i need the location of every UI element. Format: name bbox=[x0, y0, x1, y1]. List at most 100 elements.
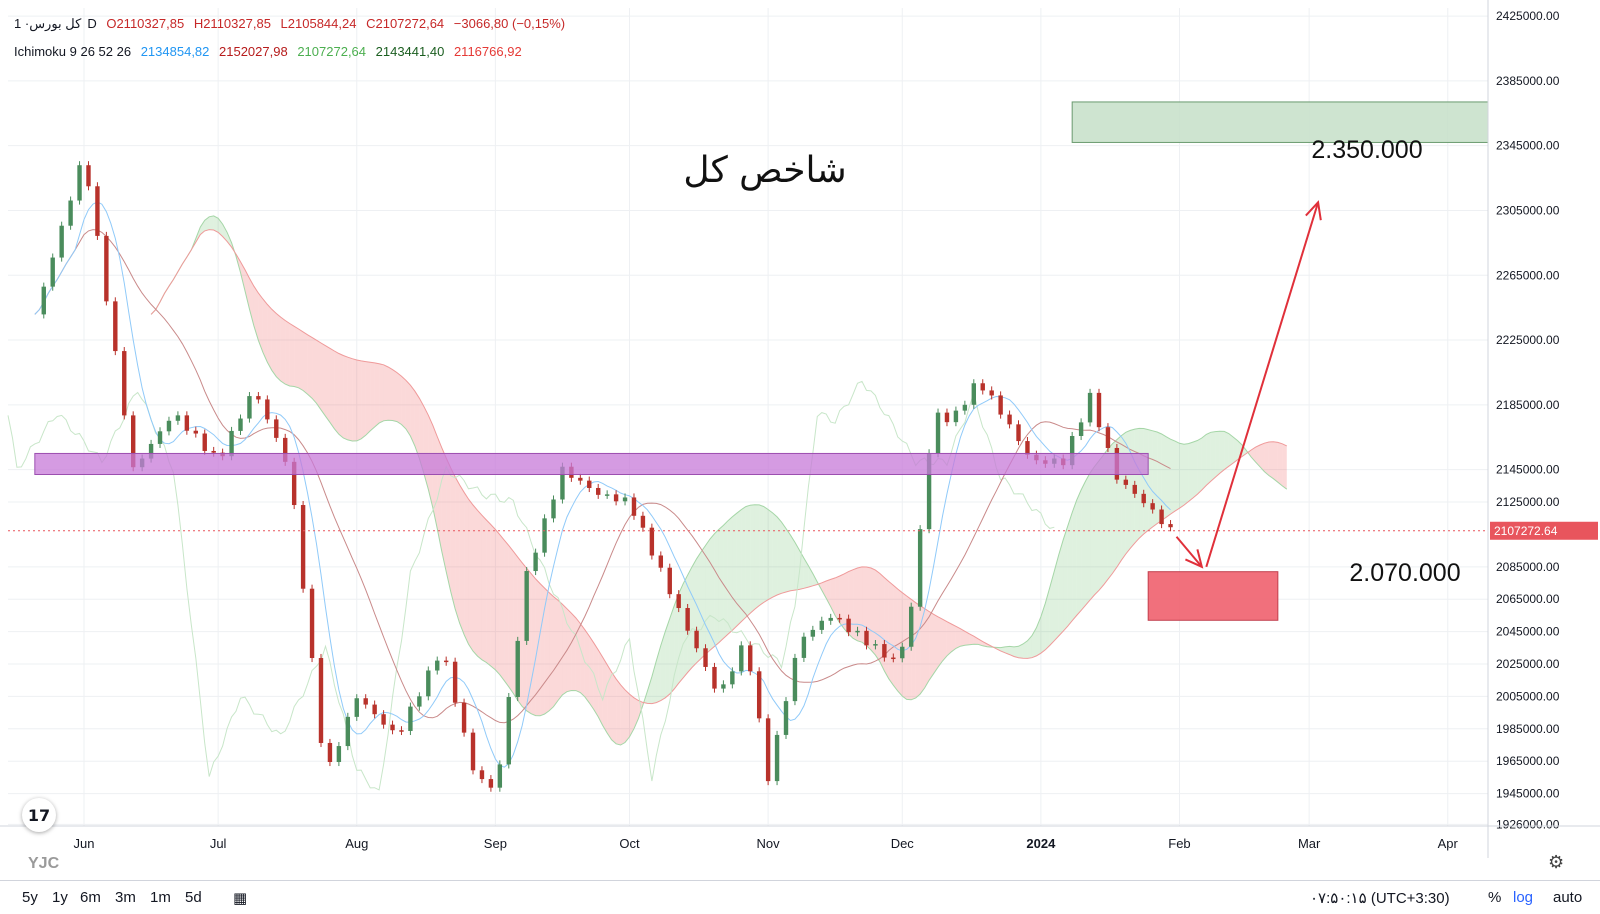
candle-body bbox=[613, 494, 619, 502]
candle-body bbox=[435, 660, 440, 671]
candle-body bbox=[408, 706, 413, 731]
symbol-name[interactable]: کل بورس bbox=[29, 16, 82, 31]
cloud-segment bbox=[692, 558, 697, 668]
candle-body bbox=[1016, 424, 1021, 442]
candle-body bbox=[748, 645, 753, 672]
cloud-segment bbox=[1045, 587, 1050, 650]
cloud-segment bbox=[884, 577, 889, 679]
range-6m[interactable]: 6m bbox=[80, 889, 101, 906]
target-label: 2.350.000 bbox=[1311, 136, 1422, 164]
time-tick-label: Feb bbox=[1168, 836, 1190, 851]
cloud-segment bbox=[951, 624, 956, 652]
auto-toggle[interactable]: auto bbox=[1553, 889, 1583, 906]
cloud-segment bbox=[343, 355, 348, 440]
cloud-segment bbox=[1215, 431, 1220, 478]
candle-body bbox=[846, 618, 851, 633]
candle-body bbox=[417, 696, 422, 707]
range-3m[interactable]: 3m bbox=[115, 889, 136, 906]
resistance-band bbox=[34, 452, 1149, 476]
chart-area[interactable]: 2425000.00 2385000.00 2345000.00 2305000.00… bbox=[0, 0, 1600, 880]
cloud-segment bbox=[625, 689, 630, 743]
log-toggle[interactable]: log bbox=[1513, 889, 1534, 906]
cloud-segment bbox=[777, 516, 782, 595]
price-tick-label: 1965000.00 bbox=[1496, 754, 1560, 768]
candle-body bbox=[900, 646, 905, 659]
calendar-icon[interactable]: ▦ bbox=[233, 889, 248, 907]
candle-body bbox=[157, 431, 163, 444]
range-1m[interactable]: 1m bbox=[150, 889, 171, 906]
time-tick-label: Aug bbox=[345, 836, 368, 851]
candle-body bbox=[935, 412, 941, 454]
candle-body bbox=[739, 645, 744, 672]
time-tick-label: 2024 bbox=[1026, 836, 1056, 851]
gear-icon[interactable]: ⚙ bbox=[1548, 852, 1565, 873]
cloud-segment bbox=[258, 293, 263, 353]
yjc-watermark: YJC bbox=[28, 855, 60, 872]
indicator-legend[interactable]: Ichimoku 9 26 52 26 2134854,82 2152027,9… bbox=[14, 44, 528, 59]
candle-body bbox=[41, 286, 46, 315]
cloud-segment bbox=[401, 376, 406, 429]
candle-body bbox=[461, 702, 467, 733]
cloud-segment bbox=[571, 613, 576, 691]
cloud-segment bbox=[709, 533, 715, 651]
candle-body bbox=[506, 697, 511, 765]
percent-toggle[interactable]: % bbox=[1488, 889, 1502, 906]
range-1y[interactable]: 1y bbox=[52, 889, 68, 906]
last-price-label: 2107272.64 bbox=[1494, 524, 1558, 538]
price-tick-label: 1926000.00 bbox=[1496, 817, 1560, 831]
cloud-segment bbox=[839, 573, 845, 629]
cloud-segment bbox=[786, 528, 791, 592]
time-axis[interactable]: Jun Jul Aug Sep Oct Nov Dec 2024 Feb Mar Apr bbox=[0, 825, 1600, 851]
cloud-segment bbox=[1259, 443, 1265, 472]
cloud-segment bbox=[1085, 472, 1091, 606]
range-5d[interactable]: 5d bbox=[185, 889, 202, 906]
cloud-segment bbox=[616, 678, 621, 745]
cloud-segment bbox=[240, 261, 245, 291]
candle-body bbox=[622, 497, 628, 502]
cloud-segment bbox=[633, 697, 639, 729]
cloud-segment bbox=[486, 519, 491, 667]
cloud-segment bbox=[598, 649, 603, 726]
cloud-segment bbox=[589, 636, 594, 710]
candle-body bbox=[1132, 484, 1137, 494]
cloud-segment bbox=[499, 534, 505, 681]
cloud-segment bbox=[741, 506, 746, 622]
cloud-segment bbox=[383, 364, 389, 421]
candle-body bbox=[1150, 503, 1155, 510]
price-tick-label: 1985000.00 bbox=[1496, 722, 1560, 736]
cloud-segment bbox=[379, 363, 384, 424]
cloud-segment bbox=[656, 645, 661, 703]
range-5y[interactable]: 5y bbox=[22, 889, 38, 906]
cloud-segment bbox=[316, 340, 321, 410]
support-zone bbox=[1147, 571, 1279, 621]
candle-body bbox=[873, 644, 878, 646]
indicator-name[interactable]: Ichimoku 9 26 52 26 bbox=[14, 44, 132, 59]
candle-body bbox=[50, 257, 55, 287]
price-axis[interactable]: 2425000.00 2385000.00 2345000.00 2305000.00… bbox=[1487, 0, 1600, 880]
time-readout: ۰۷:۵۰:۱۵ (UTC+3:30) bbox=[1310, 890, 1450, 907]
chart-title: شاخص کل bbox=[683, 150, 846, 191]
cloud-segment bbox=[651, 660, 657, 704]
candle-body bbox=[864, 630, 869, 646]
cloud-segment bbox=[544, 588, 550, 714]
price-candles bbox=[41, 161, 1173, 792]
candle-body bbox=[488, 779, 494, 788]
cloud-segment bbox=[557, 600, 563, 701]
interval-label[interactable]: · 1D bbox=[14, 16, 97, 31]
tradingview-logo[interactable]: 17 bbox=[22, 798, 56, 832]
cloud-segment bbox=[750, 504, 755, 614]
candle-body bbox=[59, 225, 64, 258]
cloud-segment bbox=[1054, 554, 1059, 641]
chart-grid bbox=[8, 8, 1488, 826]
cloud-segment bbox=[352, 358, 357, 442]
candle-body bbox=[122, 351, 127, 416]
cloud-segment bbox=[1009, 646, 1015, 657]
price-tick-label: 2225000.00 bbox=[1496, 333, 1560, 347]
cloud-segment bbox=[853, 567, 858, 641]
ohlc-legend[interactable]: کل بورس· 1D O2110327,85 H2110327,85 L210… bbox=[14, 16, 571, 32]
cloud-segment bbox=[459, 484, 465, 635]
cloud-segment bbox=[356, 359, 362, 441]
candle-body bbox=[774, 734, 780, 782]
cloud-segment bbox=[1081, 480, 1086, 611]
cloud-segment bbox=[320, 342, 326, 417]
